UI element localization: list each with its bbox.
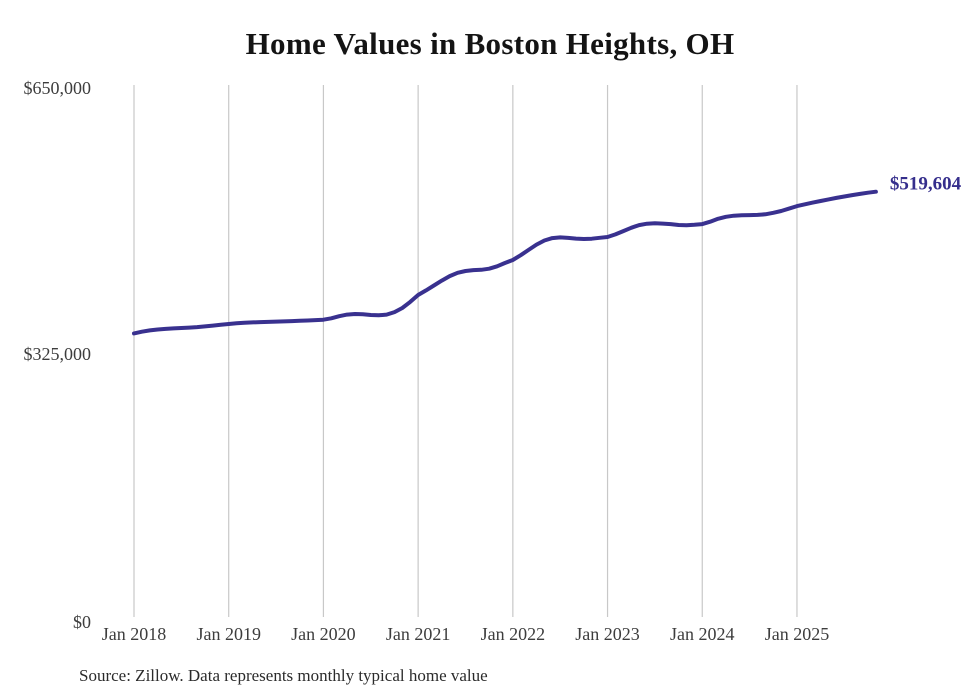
y-tick-label: $325,000 [24, 344, 92, 364]
x-tick-label: Jan 2023 [575, 624, 640, 644]
y-tick-label: $0 [73, 612, 91, 632]
x-tick-label: Jan 2025 [765, 624, 830, 644]
x-tick-label: Jan 2024 [670, 624, 735, 644]
home-value-line-series [132, 189, 878, 336]
y-tick-label: $650,000 [24, 78, 92, 98]
x-tick-label: Jan 2020 [291, 624, 356, 644]
chart-title: Home Values in Boston Heights, OH [245, 26, 735, 61]
x-tick-label: Jan 2021 [386, 624, 451, 644]
x-tick-label: Jan 2019 [196, 624, 261, 644]
x-tick-label: Jan 2018 [102, 624, 167, 644]
end-value-label: $519,604 [890, 174, 962, 195]
source-note: Source: Zillow. Data represents monthly … [79, 666, 488, 685]
x-tick-label: Jan 2022 [481, 624, 546, 644]
